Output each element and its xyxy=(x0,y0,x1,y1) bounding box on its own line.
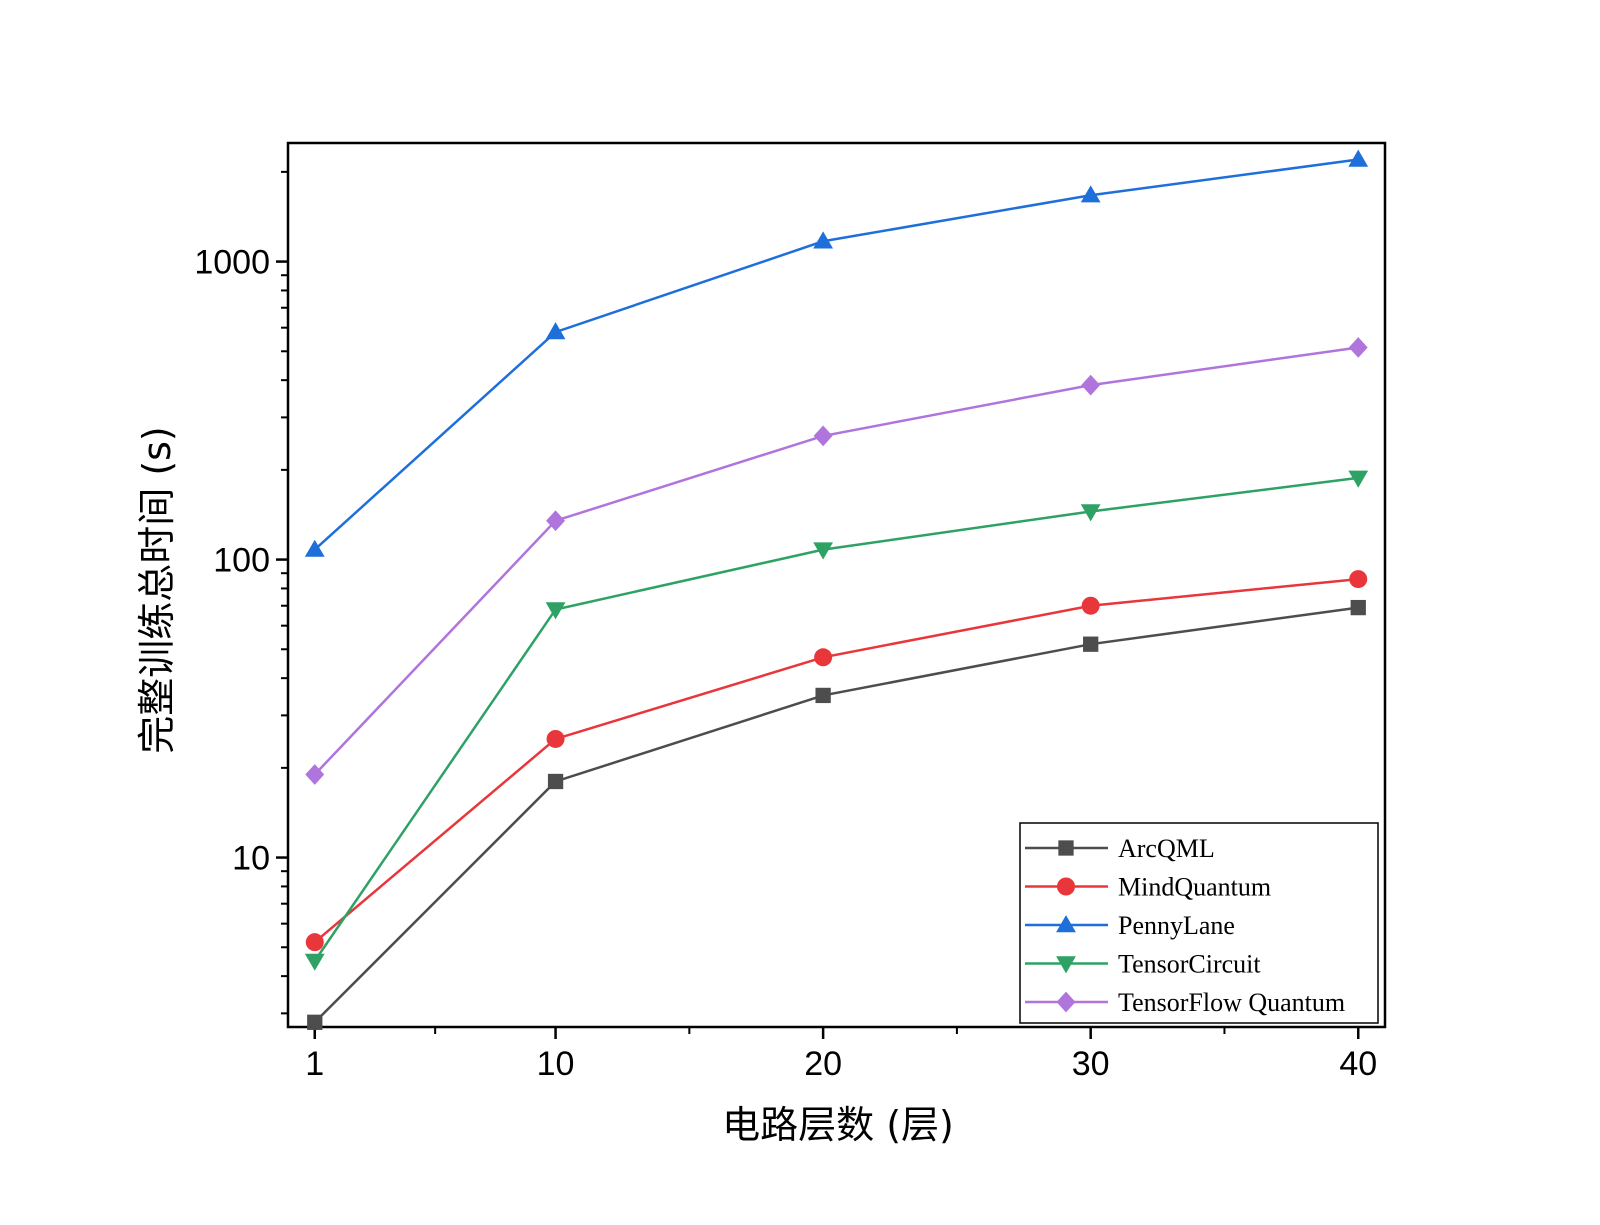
series-pennylane xyxy=(304,149,1369,557)
series-tensorflow-quantum xyxy=(305,337,1368,785)
series-line xyxy=(313,346,1359,776)
legend-label: ArcQML xyxy=(1118,834,1215,863)
legend-item: TensorCircuit xyxy=(1025,950,1261,979)
x-tick-label: 30 xyxy=(1072,1045,1110,1083)
series-tensorcircuit xyxy=(304,470,1369,971)
data-point xyxy=(1080,185,1101,203)
x-tick-label: 40 xyxy=(1339,1045,1377,1083)
legend-label: MindQuantum xyxy=(1118,873,1271,902)
legend-marker xyxy=(1056,956,1076,974)
legend-marker xyxy=(1056,915,1076,933)
legend-box xyxy=(1019,822,1379,1024)
data-point xyxy=(1348,149,1369,167)
data-point xyxy=(814,648,833,667)
legend-label: TensorCircuit xyxy=(1118,950,1261,979)
y-axis-title: 完整训练总时间 (s) xyxy=(135,426,179,754)
legend-item: TensorFlow Quantum xyxy=(1025,988,1345,1017)
legend-marker xyxy=(1056,991,1076,1013)
legend-item: ArcQML xyxy=(1025,834,1215,863)
x-tick-label: 1 xyxy=(305,1045,324,1083)
data-point xyxy=(1081,374,1101,396)
data-point xyxy=(1350,599,1366,616)
data-point xyxy=(1348,470,1369,488)
legend-marker xyxy=(1058,840,1074,856)
series-line xyxy=(313,158,1359,551)
data-point xyxy=(547,773,564,790)
legend-label: TensorFlow Quantum xyxy=(1118,988,1345,1017)
data-point xyxy=(545,602,566,620)
data-point xyxy=(1348,337,1368,358)
data-point xyxy=(1083,636,1099,652)
x-tick-label: 20 xyxy=(804,1045,842,1083)
data-point xyxy=(546,729,565,748)
data-point xyxy=(307,1014,323,1030)
data-point xyxy=(1349,570,1368,589)
data-point xyxy=(813,542,834,560)
data-point xyxy=(305,764,325,785)
data-point xyxy=(813,425,833,447)
data-point xyxy=(305,933,324,952)
data-point xyxy=(815,687,831,704)
data-point xyxy=(1080,504,1101,522)
legend-item: MindQuantum xyxy=(1025,873,1271,902)
y-tick-label: 10 xyxy=(232,840,270,878)
legend: ArcQML MindQuantum PennyLane TensorCircuit T… xyxy=(1019,822,1379,1024)
data-point xyxy=(304,953,325,971)
x-axis-title: 电路层数 (层) xyxy=(722,1103,954,1147)
legend-label: PennyLane xyxy=(1118,911,1235,940)
data-point xyxy=(545,322,566,340)
data-point xyxy=(546,510,566,532)
series-mindquantum xyxy=(305,570,1368,952)
data-point xyxy=(304,539,325,557)
x-tick-label: 10 xyxy=(537,1045,575,1083)
series-arcqml xyxy=(307,599,1366,1030)
y-tick-label: 1000 xyxy=(194,244,270,282)
y-tick-label: 100 xyxy=(213,542,270,580)
data-point xyxy=(813,231,834,249)
data-point xyxy=(1081,596,1100,615)
plot-frame xyxy=(286,141,1387,1029)
legend-item: PennyLane xyxy=(1025,911,1235,940)
legend-marker xyxy=(1057,877,1075,896)
